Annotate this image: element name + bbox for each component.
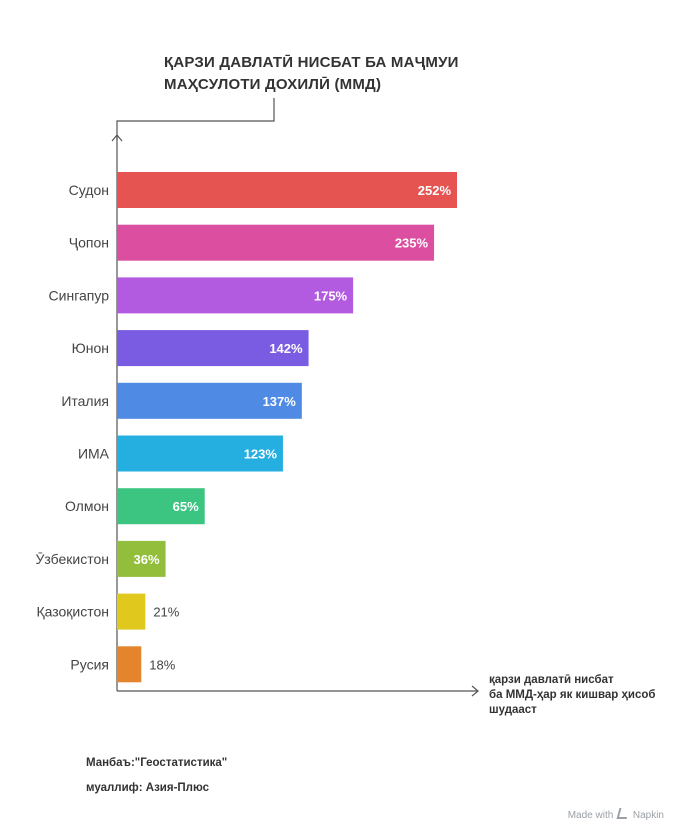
category-label-2: Сингапур (49, 287, 110, 303)
category-label-1: Ҷопон (69, 235, 109, 251)
value-label-4: 137% (263, 394, 297, 409)
category-label-4: Италия (61, 393, 109, 409)
category-label-3: Юнон (72, 340, 109, 356)
author-note: муаллиф: Азия-Плюс (86, 782, 210, 794)
bar-3 (117, 330, 309, 367)
made-with-text: Made with (567, 810, 614, 821)
title-connector (116, 98, 275, 140)
value-label-0: 252% (418, 183, 452, 198)
source-note: Манбаъ:"Геостатистика" (86, 757, 228, 769)
napkin-logo-icon (616, 808, 630, 819)
value-label-8: 21% (153, 605, 179, 620)
bar-0 (117, 172, 457, 208)
category-label-8: Қазоқистон (36, 604, 109, 620)
bar-7 (117, 540, 166, 577)
value-label-7: 36% (134, 552, 160, 567)
bar-4 (117, 382, 302, 419)
value-label-5: 123% (244, 447, 278, 462)
chart-title-line-2: МАҲСУЛОТИ ДОХИЛӢ (ММД) (164, 76, 382, 93)
value-label-3: 142% (269, 341, 303, 356)
value-label-6: 65% (173, 499, 199, 514)
value-label-1: 235% (395, 236, 429, 251)
napkin-watermark: Made with Napkin (568, 808, 664, 821)
x-axis-label-line-3: шудааст (489, 704, 537, 716)
bar-8 (117, 593, 146, 630)
bar-9 (117, 646, 142, 683)
bar-2 (117, 277, 354, 314)
value-label-9: 18% (149, 657, 175, 672)
category-label-7: Ӯзбекистон (35, 551, 109, 567)
bar-5 (117, 435, 283, 472)
category-label-5: ИМА (78, 446, 110, 462)
value-label-2: 175% (314, 288, 348, 303)
category-label-9: Русия (70, 656, 109, 672)
x-axis-label-line-2: ба ММД-ҳар як кишвар ҳисоб (489, 689, 655, 701)
category-label-6: Олмон (65, 498, 109, 514)
x-axis-arrow (471, 685, 479, 697)
chart-title-line-1: ҚАРЗИ ДАВЛАТӢ НИСБАТ БА МАҶМУИ (164, 54, 459, 71)
bar-1 (117, 224, 435, 261)
bar-6 (117, 488, 205, 525)
y-axis-arrow (111, 134, 123, 142)
category-label-0: Судон (69, 182, 109, 198)
x-axis-label-line-1: қарзи давлатӣ нисбат (489, 674, 614, 686)
napkin-brand-text: Napkin (632, 810, 664, 821)
